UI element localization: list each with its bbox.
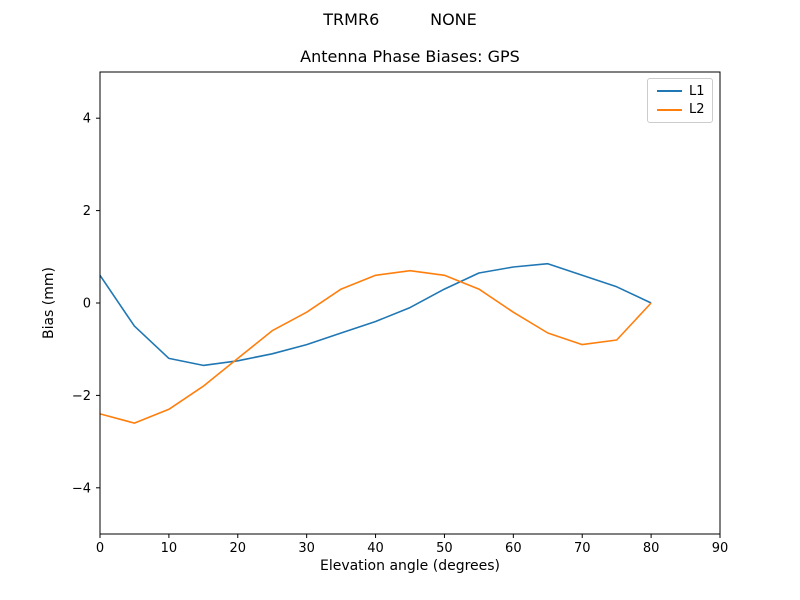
legend-entry-l1: L1	[657, 85, 712, 98]
y-tick-label: 4	[83, 112, 91, 127]
y-tick-label: −4	[72, 481, 91, 496]
x-tick-label: 30	[298, 541, 315, 556]
y-tick-label: −2	[72, 389, 91, 404]
l1-line	[99, 262, 652, 367]
axes-frame	[99, 71, 721, 535]
x-tick-label: 10	[161, 541, 178, 556]
legend-entry-l2: L2	[657, 103, 712, 116]
x-axis-label: Elevation angle (degrees)	[319, 558, 501, 574]
chart-title: Antenna Phase Biases: GPS	[300, 47, 520, 66]
y-axis-label: Bias (mm)	[41, 266, 57, 340]
legend-label-l1: L1	[689, 83, 705, 99]
x-tick-label: 80	[643, 541, 660, 556]
x-tick-label: 20	[230, 541, 247, 556]
x-tick-label: 0	[96, 541, 104, 556]
l2-line	[99, 269, 652, 424]
legend: L1 L2	[647, 78, 713, 123]
y-tick-label: 2	[83, 204, 91, 219]
x-tick-label: 40	[367, 541, 384, 556]
x-tick-label: 50	[436, 541, 453, 556]
x-tick-label: 60	[505, 541, 522, 556]
suptitle: TRMR6 NONE	[323, 10, 477, 29]
l2-line-swatch	[657, 108, 682, 111]
x-tick-label: 90	[712, 541, 729, 556]
x-tick-label: 70	[574, 541, 591, 556]
legend-label-l2: L2	[689, 102, 705, 118]
l1-line-swatch	[657, 90, 682, 93]
y-tick-label: 0	[83, 297, 91, 312]
